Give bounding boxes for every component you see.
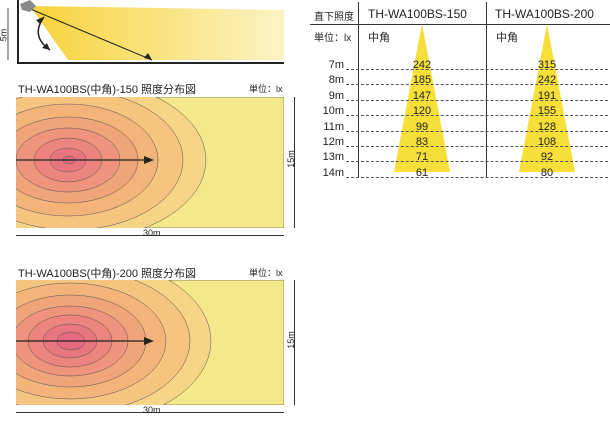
lux-value: 71 [415,151,429,164]
row-dash-line [346,176,608,178]
column-divider-1 [358,2,359,178]
distance-label: 7m [328,59,344,71]
illuminance-map-2-svg [0,256,285,426]
distance-label: 10m [322,105,344,118]
column-2-model: TH-WA100BS-200 [495,7,594,21]
map2-direction-arrow-icon [144,337,154,345]
lux-table: 直下照度 TH-WA100BS-150 TH-WA100BS-200 単位：lx… [310,2,610,178]
map1-depth-dim [294,97,295,228]
lux-value: 315 [537,59,557,71]
map2-width-label: 30m [143,405,161,415]
distance-label: 11m [323,120,344,133]
lux-value: 83 [415,136,429,148]
table-corner-label: 直下照度 [314,12,354,23]
height-label: 5m [0,28,9,42]
map2-depth-label: 15m [285,331,296,349]
cone-1 [394,24,450,172]
floodlight-icon [20,0,36,12]
distance-label: 12m [322,136,344,148]
table-unit: 単位：lx [314,33,352,44]
distance-label: 14m [322,166,344,179]
lux-value: 61 [415,166,429,179]
column-1-beam: 中角 [368,32,390,44]
lux-value: 191 [537,89,557,102]
map2-width-dim [16,412,284,413]
lux-value: 92 [540,151,554,164]
column-divider-2 [486,2,487,178]
map1-width-dim [16,235,284,236]
row-dash-line [346,84,608,86]
lux-value: 155 [537,105,557,118]
map2-depth-dim [294,280,295,405]
row-dash-line [346,99,608,101]
angle-arc-head-top [36,17,44,24]
map2-unit: 単位：lx [249,268,283,278]
lux-value: 80 [540,166,554,179]
map1-unit: 単位：lx [249,84,283,94]
map2-title: TH-WA100BS(中角)-200 照度分布図 [18,268,197,280]
side-diagram-svg [7,0,284,64]
illuminance-map-2 [0,256,285,426]
lux-value: 99 [415,120,429,133]
row-dash-line [346,115,608,117]
lux-value: 120 [412,105,432,118]
angle-arc-head [42,43,50,50]
lux-value: 147 [412,89,432,102]
row-dash-line [346,161,608,163]
lux-value: 108 [537,136,557,148]
distance-label: 9m [328,89,344,102]
beam-cones [394,24,575,172]
distance-label: 13m [322,151,344,164]
cone-2 [519,24,575,172]
map1-depth-label: 15m [285,150,296,168]
light-beam [30,6,284,60]
column-2-beam: 中角 [496,32,518,44]
beam-axis-line [27,7,153,61]
lux-value: 185 [412,74,432,87]
distance-label: 8m [328,74,344,87]
map1-direction-arrow-icon [144,156,154,164]
row-dash-line [346,69,608,70]
row-dash-line [346,130,608,132]
illuminance-map-1-svg [0,79,285,241]
column-1-model: TH-WA100BS-150 [368,7,467,21]
header-divider [310,24,610,25]
illuminance-map-1 [0,79,285,241]
lux-value: 128 [537,120,557,133]
lux-value: 242 [537,74,557,87]
map1-width-label: 30m [143,228,161,238]
side-diagram: 5m [0,0,284,66]
row-dash-line [346,146,608,147]
beam-arrow-head [144,53,152,60]
lux-value: 242 [412,59,432,71]
map1-title: TH-WA100BS(中角)-150 照度分布図 [18,84,197,96]
